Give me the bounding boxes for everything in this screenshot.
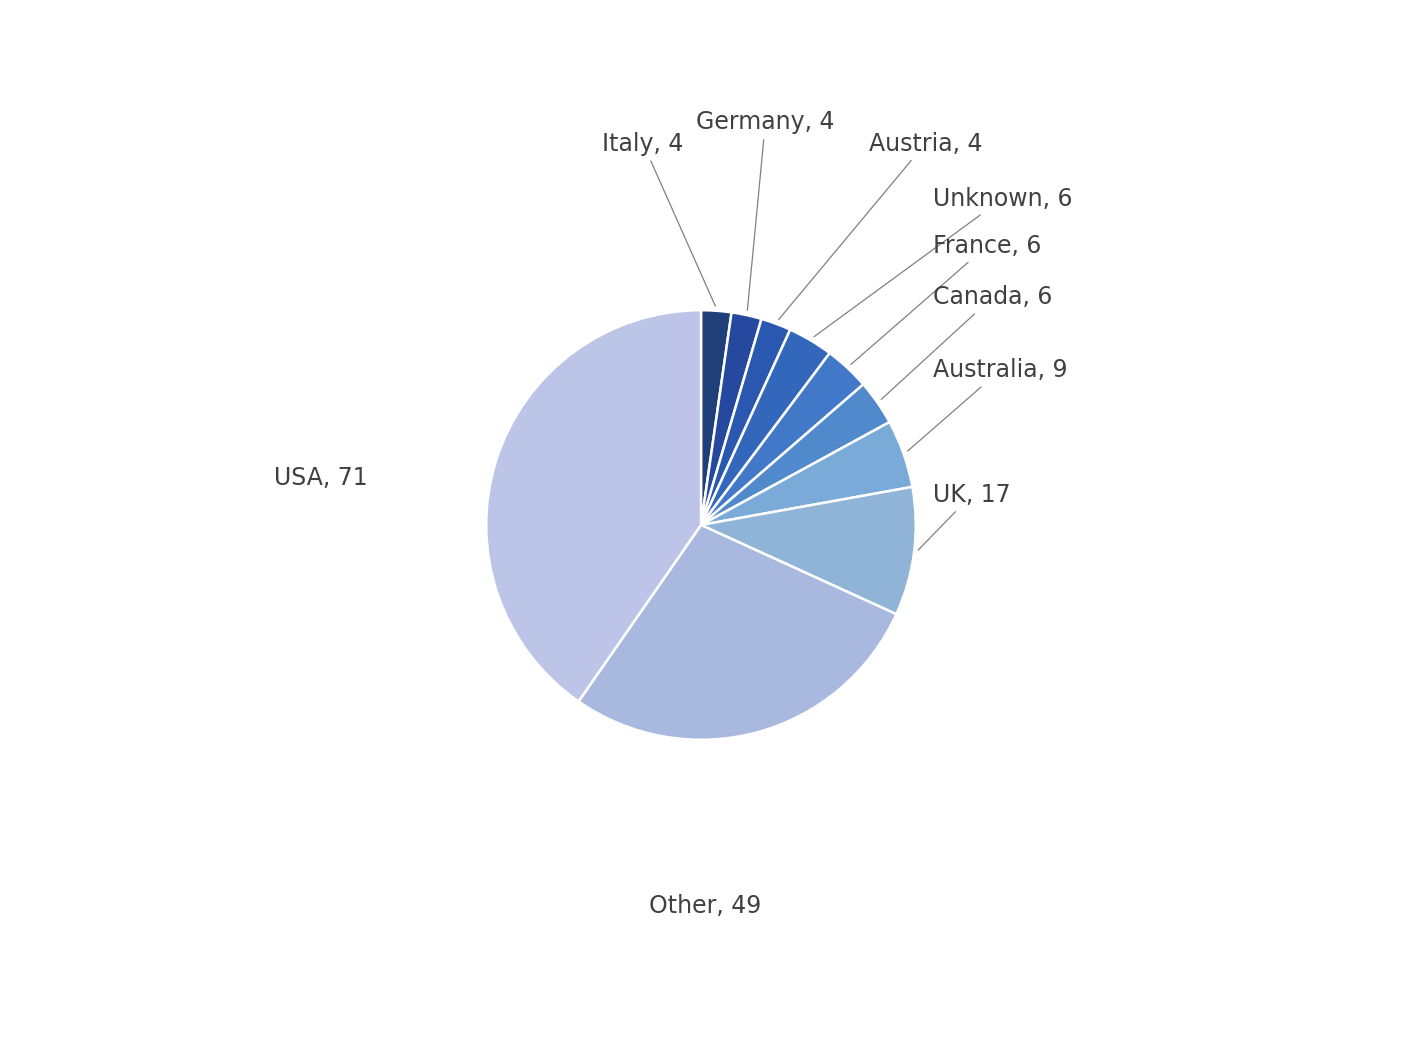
Wedge shape bbox=[701, 422, 913, 525]
Text: Germany, 4: Germany, 4 bbox=[697, 110, 834, 310]
Wedge shape bbox=[701, 384, 889, 525]
Wedge shape bbox=[701, 353, 864, 525]
Text: Austria, 4: Austria, 4 bbox=[778, 131, 981, 319]
Wedge shape bbox=[486, 310, 701, 701]
Text: Other, 49: Other, 49 bbox=[649, 895, 761, 919]
Wedge shape bbox=[701, 313, 761, 525]
Text: Australia, 9: Australia, 9 bbox=[907, 358, 1067, 452]
Text: UK, 17: UK, 17 bbox=[918, 483, 1011, 550]
Text: USA, 71: USA, 71 bbox=[275, 466, 369, 489]
Text: France, 6: France, 6 bbox=[851, 234, 1042, 364]
Text: Unknown, 6: Unknown, 6 bbox=[815, 187, 1073, 337]
Text: Italy, 4: Italy, 4 bbox=[603, 131, 715, 307]
Wedge shape bbox=[701, 319, 791, 525]
Wedge shape bbox=[701, 310, 732, 525]
Text: Canada, 6: Canada, 6 bbox=[882, 286, 1053, 399]
Wedge shape bbox=[701, 487, 916, 614]
Wedge shape bbox=[579, 525, 896, 740]
Wedge shape bbox=[701, 330, 830, 525]
